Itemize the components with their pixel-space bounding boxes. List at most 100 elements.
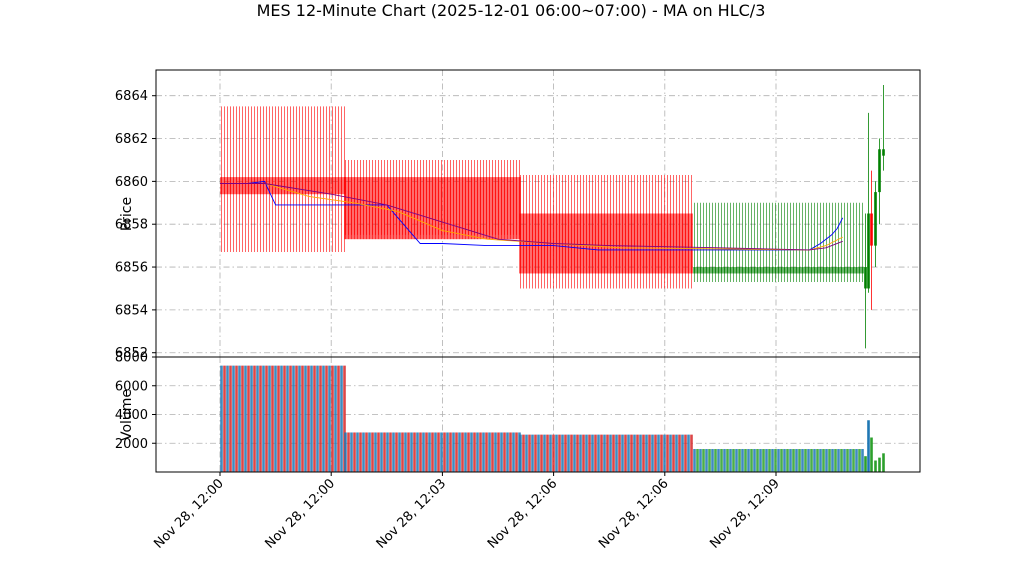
candle-body: [723, 267, 726, 274]
volume-bar: [834, 449, 837, 472]
volume-bar: [657, 434, 660, 472]
candle-body: [585, 213, 588, 274]
volume-bar: [470, 432, 473, 472]
volume-group-3: [693, 449, 864, 472]
candle-body: [798, 267, 801, 274]
candle-body: [452, 177, 455, 240]
volume-bar: [259, 365, 262, 472]
candle-body: [295, 177, 298, 195]
volume-bar: [497, 432, 500, 472]
candle-body: [328, 177, 331, 195]
candle-body: [783, 267, 786, 274]
volume-bar: [747, 449, 750, 472]
volume-bar: [386, 432, 389, 472]
volume-bar: [238, 365, 241, 472]
volume-bar: [819, 449, 822, 472]
volume-bar: [681, 434, 684, 472]
candle-body: [669, 213, 672, 274]
volume-bar: [223, 365, 226, 472]
volume-bar: [561, 434, 564, 472]
volume-bar: [353, 432, 356, 472]
volume-bar: [404, 432, 407, 472]
volume-bar: [801, 449, 804, 472]
candle-body: [672, 213, 675, 274]
candle-body: [443, 177, 446, 240]
volume-bar: [244, 365, 247, 472]
candle-body: [458, 177, 461, 240]
candle-body: [681, 213, 684, 274]
volume-bar: [455, 432, 458, 472]
candle-body: [618, 213, 621, 274]
candle-body: [657, 213, 660, 274]
candle-body: [503, 177, 506, 240]
candle-body: [714, 267, 717, 274]
volume-bar: [334, 365, 337, 472]
volume-bar: [368, 432, 371, 472]
last-volume-bar-0: [864, 456, 867, 472]
candle-body: [531, 213, 534, 274]
volume-bar: [696, 449, 699, 472]
candle-body: [497, 177, 500, 240]
volume-bar: [220, 365, 223, 472]
candle-body: [340, 177, 343, 195]
volume-bar: [546, 434, 549, 472]
volume-group-0: [220, 365, 346, 472]
candle-body: [717, 267, 720, 274]
volume-bar: [627, 434, 630, 472]
candle-body: [398, 177, 401, 240]
volume-bar: [509, 432, 512, 472]
volume-bar: [235, 365, 238, 472]
volume-bar: [488, 432, 491, 472]
candle-body: [687, 213, 690, 274]
candle-body: [828, 267, 831, 274]
last-volume-bar-4: [878, 457, 881, 472]
volume-bar: [437, 432, 440, 472]
moving-average-line-0: [220, 180, 844, 251]
candle-body: [440, 177, 443, 240]
volume-bar: [855, 449, 858, 472]
volume-bar: [425, 432, 428, 472]
candle-body: [735, 267, 738, 274]
candle-body: [582, 213, 585, 274]
candle-body: [756, 267, 759, 274]
volume-bar: [428, 432, 431, 472]
candle-body: [298, 177, 301, 195]
candle-body: [223, 177, 226, 195]
candle-body: [858, 267, 861, 274]
candle-body: [232, 177, 235, 195]
price-ytick-label-1: 6854: [115, 303, 148, 318]
volume-bar: [410, 432, 413, 472]
volume-bar: [714, 449, 717, 472]
candle-body: [648, 213, 651, 274]
volume-bar: [702, 449, 705, 472]
moving-average-line-2: [220, 183, 843, 251]
x-tick-label-5: Nov 28, 12:09: [707, 476, 783, 552]
volume-bar: [792, 449, 795, 472]
candle-body: [732, 267, 735, 274]
candle-body: [512, 177, 515, 240]
candle-body: [597, 213, 600, 274]
candle-body: [738, 267, 741, 274]
volume-bar: [271, 365, 274, 472]
volume-bar: [301, 365, 304, 472]
candle-body: [322, 177, 325, 195]
candle-body: [630, 213, 633, 274]
candle-body: [693, 267, 696, 274]
candle-body: [247, 177, 250, 195]
volume-bar: [783, 449, 786, 472]
volume-bar: [531, 434, 534, 472]
last-volume-bar-5: [882, 453, 885, 472]
candle-body: [606, 213, 609, 274]
volume-bar: [422, 432, 425, 472]
volume-bar: [446, 432, 449, 472]
volume-bar: [786, 449, 789, 472]
volume-bar: [337, 365, 340, 472]
candle-body: [741, 267, 744, 274]
candle-body: [729, 267, 732, 274]
volume-bar: [795, 449, 798, 472]
x-tick-label-0: Nov 28, 12:00: [151, 476, 227, 552]
volume-bar: [241, 365, 244, 472]
volume-bar: [473, 432, 476, 472]
volume-bar: [467, 432, 470, 472]
